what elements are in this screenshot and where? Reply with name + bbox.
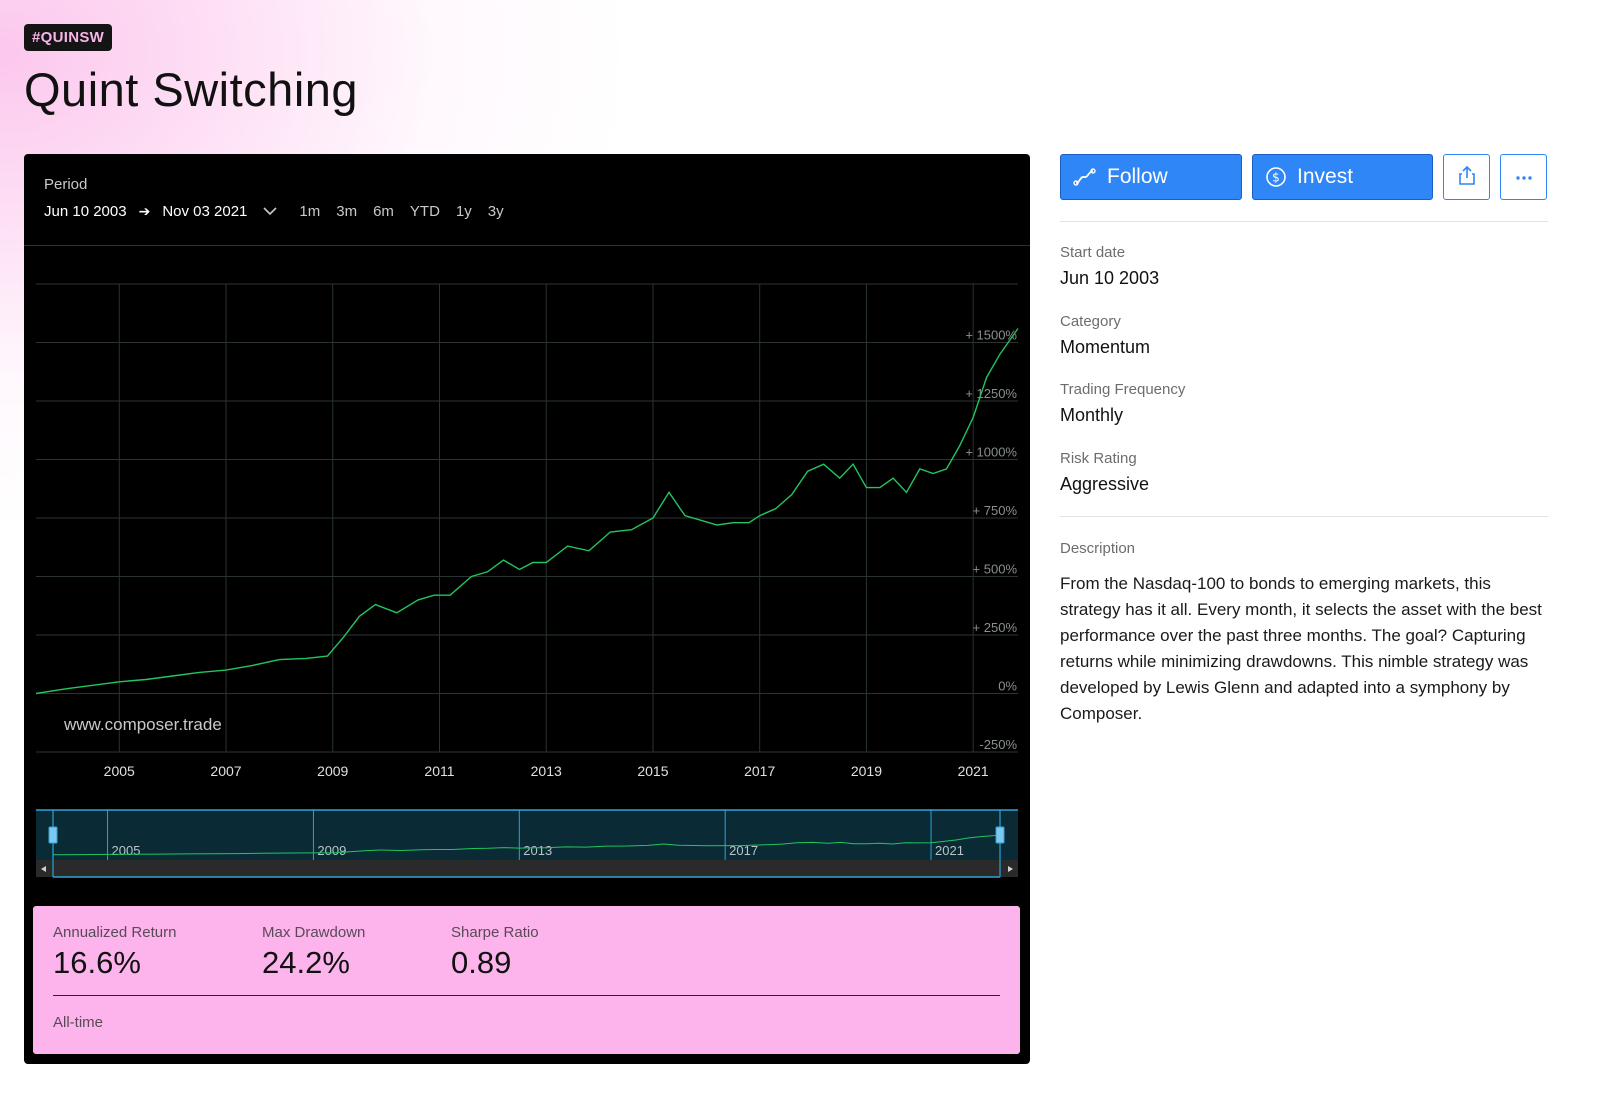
x-tick-label: 2009 (317, 763, 348, 779)
panel-divider (24, 245, 1030, 246)
range-1y-button[interactable]: 1y (455, 203, 472, 220)
x-tick-label: 2017 (744, 763, 775, 779)
category-label: Category (1060, 313, 1121, 330)
period-selector: Jun 10 2003 ➔ Nov 03 2021 1m 3m 6m YTD 1… (44, 203, 520, 220)
y-tick-label: + 750% (973, 503, 1018, 518)
x-tick-label: 2015 (637, 763, 668, 779)
navigator-left-handle[interactable] (48, 826, 58, 844)
navigator-line (52, 834, 1001, 856)
start-date-value: Jun 10 2003 (1060, 268, 1160, 288)
y-tick-label: + 1250% (965, 386, 1017, 401)
scroll-right-icon[interactable] (1008, 866, 1013, 872)
share-button[interactable] (1443, 154, 1490, 200)
stats-divider (53, 995, 1000, 996)
sharpe-ratio-stat: Sharpe Ratio 0.89 (451, 924, 539, 981)
range-3m-button[interactable]: 3m (336, 203, 358, 220)
range-1m-button[interactable]: 1m (299, 203, 321, 220)
performance-chart[interactable]: -250% 0% + 250% + 500% + 750% + 1000% + 1250% +… (24, 154, 1030, 894)
navigator-year-label: 2017 (729, 843, 758, 858)
max-drawdown-stat: Max Drawdown 24.2% (262, 924, 365, 981)
period-end-date[interactable]: Nov 03 2021 (162, 203, 248, 220)
range-navigator[interactable]: 2005 2009 2013 2017 2021 (36, 809, 1018, 878)
follow-button-label: Follow (1107, 165, 1168, 188)
y-tick-label: + 250% (973, 620, 1018, 635)
more-options-button[interactable] (1500, 154, 1547, 200)
navigator-year-label: 2005 (112, 843, 141, 858)
max-drawdown-value: 24.2% (262, 945, 350, 980)
chart-panel: Period Jun 10 2003 ➔ Nov 03 2021 1m 3m 6… (24, 154, 1030, 1064)
range-ytd-button[interactable]: YTD (409, 203, 440, 220)
x-tick-label: 2019 (851, 763, 882, 779)
x-tick-label: 2011 (424, 763, 454, 779)
invest-button[interactable]: $ Invest (1252, 154, 1433, 200)
x-tick-label: 2021 (958, 763, 989, 779)
range-buttons: 1m 3m 6m YTD 1y 3y (299, 203, 519, 220)
trading-frequency-label: Trading Frequency (1060, 381, 1186, 398)
navigator-year-label: 2013 (523, 843, 552, 858)
x-tick-label: 2013 (531, 763, 562, 779)
risk-rating-value: Aggressive (1060, 474, 1150, 494)
share-icon (1457, 164, 1477, 191)
arrow-right-icon: ➔ (138, 203, 151, 219)
y-tick-label: + 1500% (965, 328, 1017, 343)
range-6m-button[interactable]: 6m (373, 203, 394, 220)
watermark: www.composer.trade (63, 715, 222, 734)
details-divider-bottom (1060, 516, 1548, 517)
dollar-circle-icon: $ (1265, 166, 1287, 188)
series-line (35, 328, 1019, 695)
more-horizontal-icon (1515, 168, 1533, 186)
annualized-return-value: 16.6% (53, 945, 141, 980)
y-tick-label: -250% (979, 737, 1017, 752)
period-start-date[interactable]: Jun 10 2003 (44, 203, 127, 220)
start-date-label: Start date (1060, 244, 1126, 261)
chevron-down-icon[interactable] (263, 207, 277, 216)
annualized-return-stat: Annualized Return 16.6% (53, 924, 176, 981)
svg-text:$: $ (1272, 171, 1280, 185)
stats-period-label: All-time (53, 1014, 104, 1031)
y-tick-label: + 500% (973, 562, 1018, 577)
details-divider-top (1060, 221, 1548, 222)
navigator-year-label: 2021 (935, 843, 964, 858)
y-tick-label: 0% (998, 679, 1017, 694)
period-label: Period (44, 176, 88, 193)
navigator-year-label: 2009 (317, 843, 346, 858)
scroll-left-icon[interactable] (41, 866, 46, 872)
navigator-right-handle[interactable] (995, 826, 1005, 844)
page-title: Quint Switching (24, 63, 359, 116)
invest-button-label: Invest (1297, 165, 1354, 188)
description-text: From the Nasdaq-100 to bonds to emerging… (1060, 574, 1542, 723)
risk-rating-label: Risk Rating (1060, 450, 1137, 467)
symphony-tag: #QUINSW (24, 24, 113, 51)
trading-frequency-value: Monthly (1060, 405, 1124, 425)
y-tick-label: + 1000% (965, 445, 1017, 460)
max-drawdown-label: Max Drawdown (262, 924, 366, 941)
category-value: Momentum (1060, 337, 1151, 357)
range-3y-button[interactable]: 3y (487, 203, 504, 220)
description-label: Description (1060, 540, 1136, 557)
trend-line-icon (1073, 168, 1097, 186)
sharpe-ratio-label: Sharpe Ratio (451, 924, 539, 941)
sharpe-ratio-value: 0.89 (451, 945, 512, 980)
annualized-return-label: Annualized Return (53, 924, 177, 941)
x-tick-label: 2007 (210, 763, 241, 779)
stats-card: Annualized Return 16.6% Max Drawdown 24.… (33, 906, 1020, 1054)
follow-button[interactable]: Follow (1060, 154, 1242, 200)
x-tick-label: 2005 (104, 763, 135, 779)
